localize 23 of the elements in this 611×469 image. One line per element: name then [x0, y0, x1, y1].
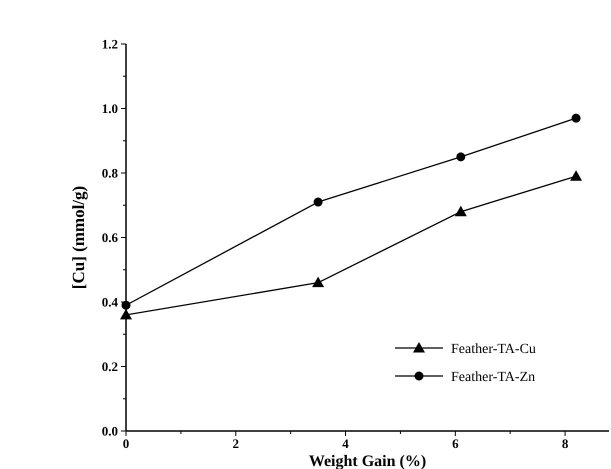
- point: [572, 114, 581, 123]
- x-tick-label: 8: [562, 436, 569, 451]
- y-tick-label: 0.8: [102, 166, 118, 180]
- point: [570, 170, 582, 181]
- y-tick-label: 0.2: [102, 359, 118, 374]
- legend-label: Feather-TA-Zn: [451, 370, 536, 385]
- point: [120, 308, 132, 320]
- x-tick-label: 6: [452, 436, 460, 451]
- y-tick-label: 0.0: [102, 424, 118, 438]
- point: [314, 198, 323, 207]
- legend-label: Feather-TA-Cu: [451, 342, 536, 357]
- y-tick-label: 0.4: [102, 294, 118, 310]
- x-tick-label: 4: [342, 436, 350, 451]
- y-tick-label: 1.2: [102, 36, 118, 52]
- y-tick-label: 0.6: [102, 230, 118, 245]
- point: [312, 276, 324, 288]
- point: [122, 300, 130, 310]
- x-tick-label: 2: [232, 436, 240, 451]
- y-axis-title: [Cu] (mmol/g): [69, 186, 88, 290]
- point: [456, 152, 466, 162]
- y-tick-label: 1.0: [102, 101, 118, 116]
- x-tick-label: 0: [122, 436, 130, 451]
- point: [454, 206, 467, 216]
